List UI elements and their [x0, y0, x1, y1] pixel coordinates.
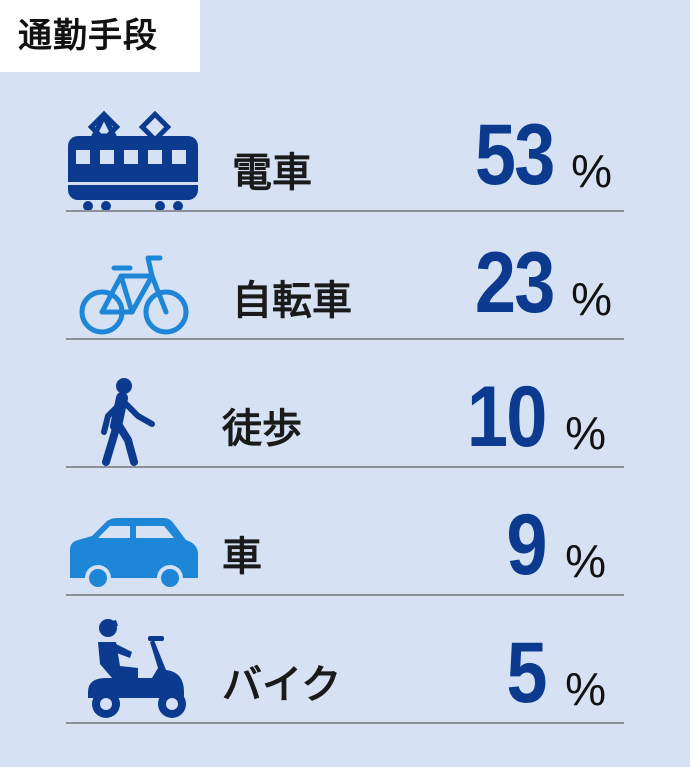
category-label: 自転車	[232, 278, 352, 324]
unit-label: %	[565, 663, 606, 715]
value-label: 10	[467, 369, 548, 465]
bicycle-icon	[79, 255, 189, 335]
title-tab: 通勤手段	[0, 0, 200, 72]
row-divider	[66, 722, 624, 724]
car-icon	[70, 518, 198, 591]
unit-label: %	[565, 535, 606, 587]
table-row: 自転車 23 %	[66, 214, 624, 340]
table-row: 徒歩 10 %	[66, 342, 624, 468]
value-label: 53	[475, 107, 556, 203]
category-label: 電車	[232, 150, 312, 196]
walking-person-icon	[101, 378, 155, 466]
row-divider	[66, 594, 624, 596]
value-label: 23	[475, 235, 556, 331]
scooter-icon	[88, 619, 186, 718]
unit-label: %	[565, 407, 606, 459]
unit-label: %	[571, 145, 612, 197]
table-row: 電車 53 %	[66, 86, 624, 212]
table-row: バイク 5 %	[66, 598, 624, 724]
unit-label: %	[571, 273, 612, 325]
table-row: 車 9 %	[66, 470, 624, 596]
value-label: 5	[506, 625, 548, 721]
row-divider	[66, 338, 624, 340]
row-divider	[66, 466, 624, 468]
value-label: 9	[506, 497, 548, 593]
category-label: 徒歩	[222, 406, 302, 452]
chart-title: 通勤手段	[18, 16, 158, 56]
category-label: 車	[222, 534, 262, 580]
row-divider	[66, 210, 624, 212]
train-icon	[68, 110, 198, 211]
category-label: バイク	[222, 662, 342, 708]
